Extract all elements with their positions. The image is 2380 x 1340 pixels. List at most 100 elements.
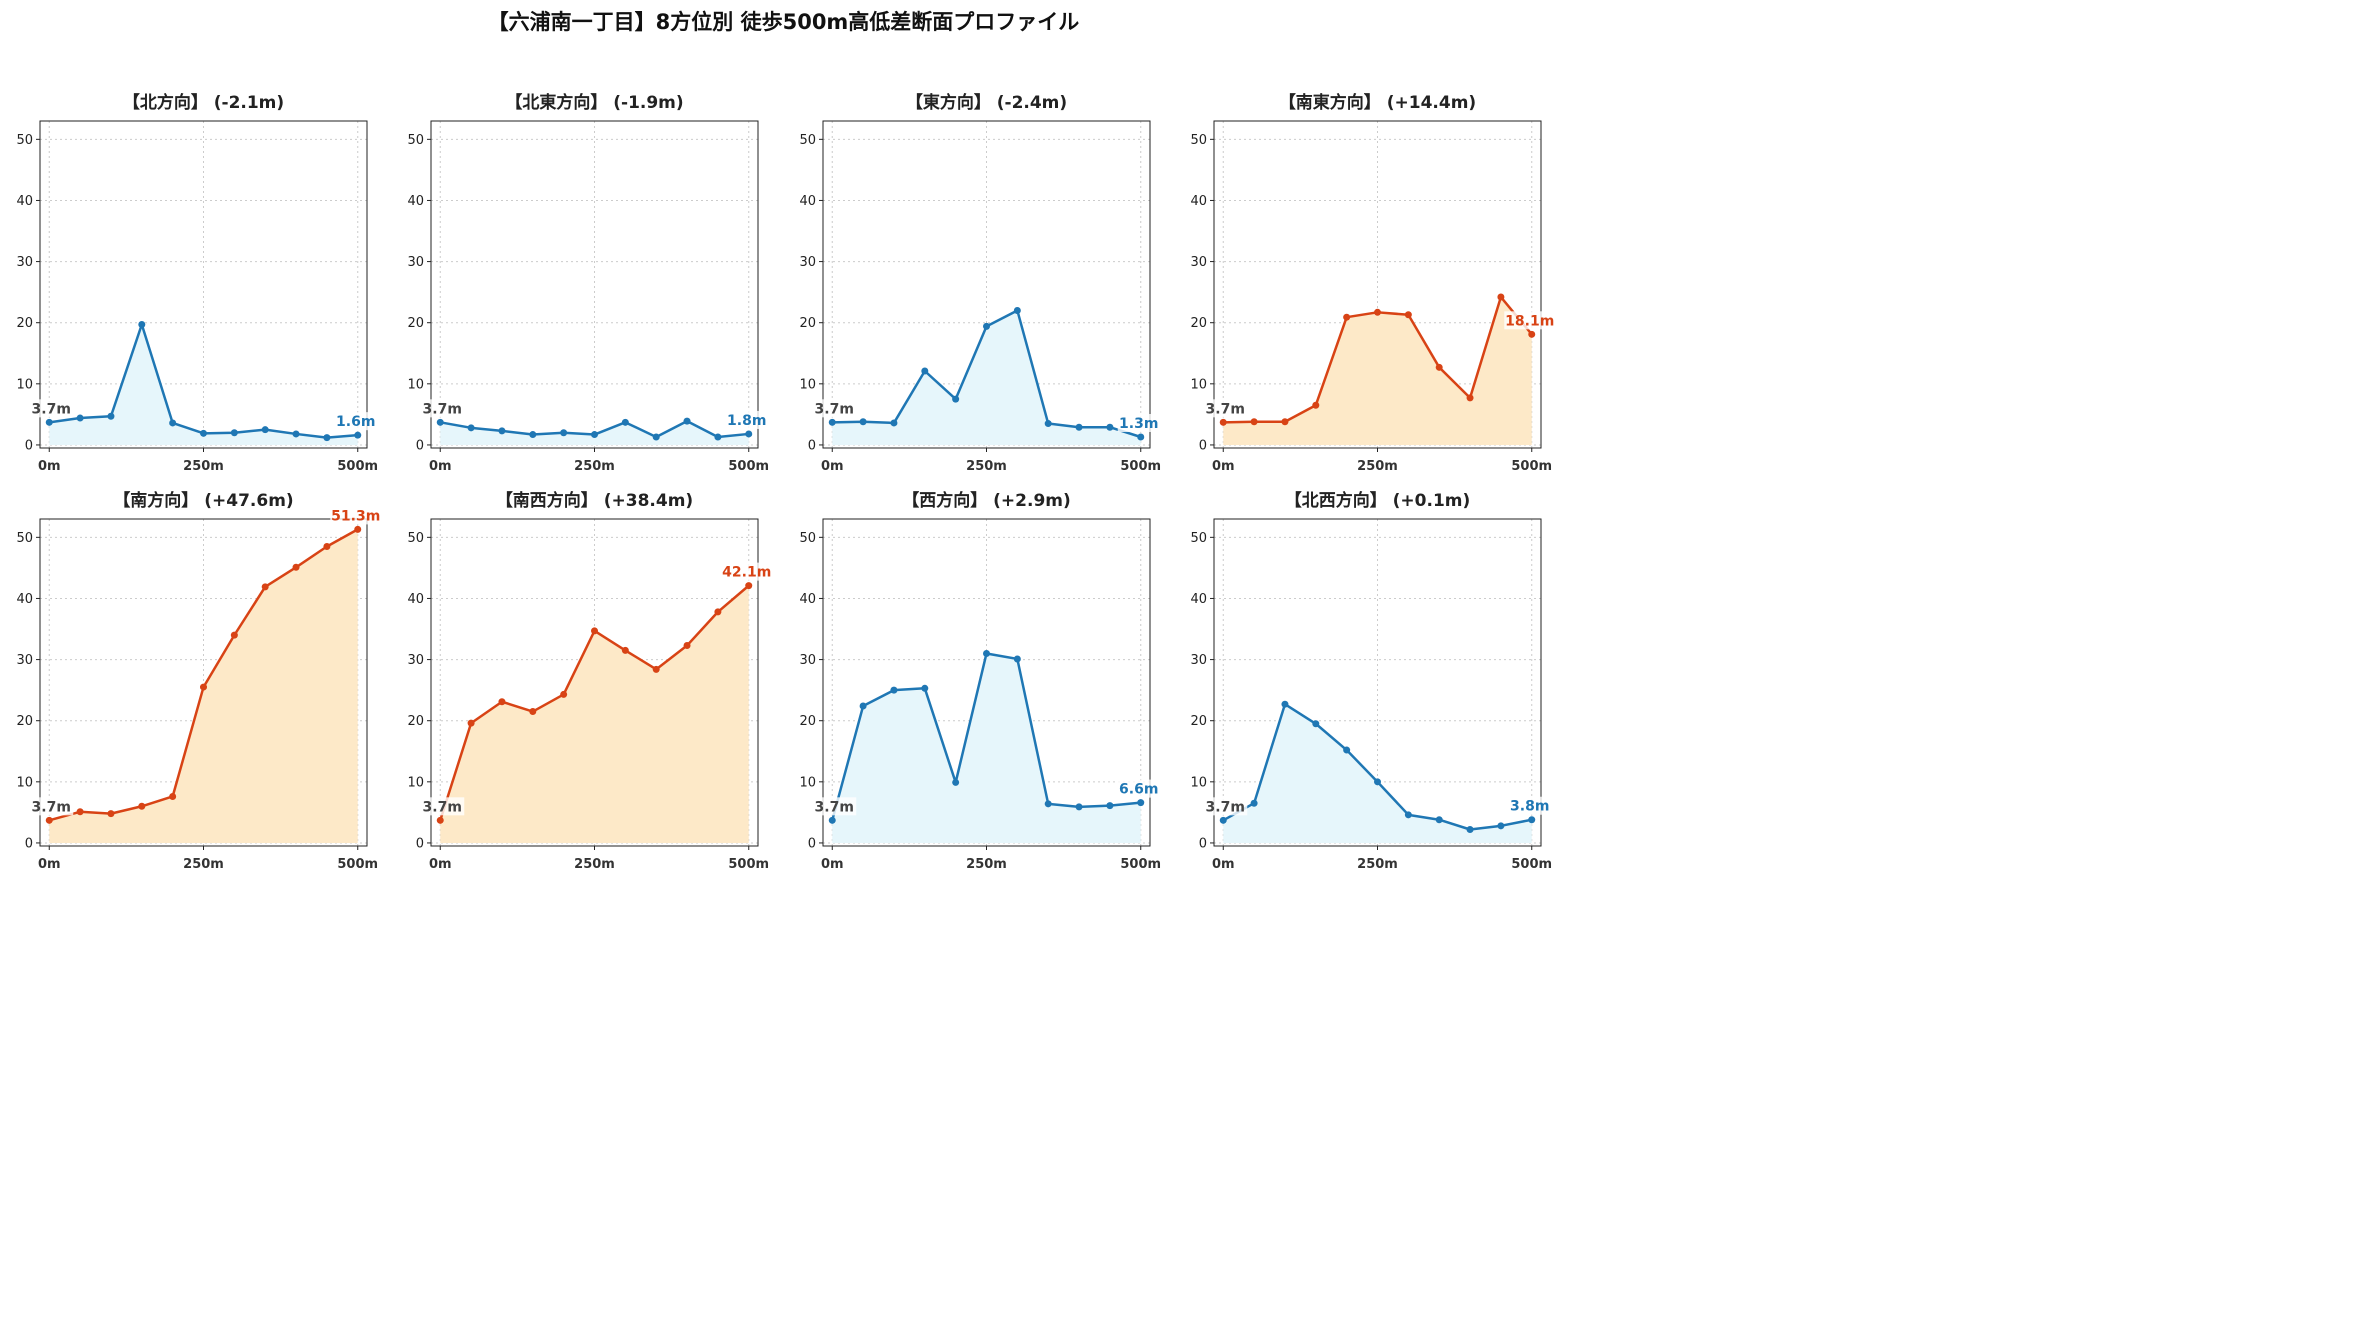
data-point xyxy=(467,719,475,727)
data-point xyxy=(560,690,568,698)
data-point xyxy=(1219,816,1227,824)
x-tick-label: 250m xyxy=(574,459,615,474)
y-tick-label: 0 xyxy=(25,438,33,453)
data-point xyxy=(1435,816,1443,824)
data-point xyxy=(714,433,722,441)
data-point xyxy=(828,418,836,426)
y-tick-label: 50 xyxy=(407,133,424,148)
data-point xyxy=(1435,363,1443,371)
y-tick-label: 50 xyxy=(1190,531,1207,546)
data-point xyxy=(921,684,929,692)
data-point xyxy=(1528,330,1536,338)
data-point xyxy=(261,583,269,591)
data-point xyxy=(1497,293,1505,301)
y-tick-label: 10 xyxy=(799,775,816,790)
data-point xyxy=(354,431,362,439)
plot-frame xyxy=(430,120,759,449)
start-label-bg xyxy=(812,797,857,816)
x-tick-label: 250m xyxy=(183,459,224,474)
data-point xyxy=(292,563,300,571)
data-point xyxy=(1219,418,1227,426)
elevation-area xyxy=(832,653,1141,843)
data-point xyxy=(1404,811,1412,819)
data-point xyxy=(652,665,660,673)
x-tick-label: 0m xyxy=(429,857,452,872)
x-tick-label: 500m xyxy=(728,857,769,872)
start-elevation-label: 3.7m xyxy=(815,799,854,815)
data-point xyxy=(1312,720,1320,728)
x-tick-label: 500m xyxy=(728,459,769,474)
data-point xyxy=(591,431,598,439)
y-tick-label: 0 xyxy=(1199,438,1207,453)
data-point xyxy=(1013,306,1021,314)
y-tick-label: 0 xyxy=(808,438,816,453)
data-point xyxy=(1250,418,1258,426)
subplot-title: 【南西方向】 (+38.4m) xyxy=(496,490,693,511)
y-tick-label: 40 xyxy=(407,592,424,607)
data-point xyxy=(467,424,475,432)
elevation-area xyxy=(832,310,1141,445)
y-tick-label: 20 xyxy=(407,316,424,331)
data-point xyxy=(952,778,960,786)
y-tick-label: 10 xyxy=(407,377,424,392)
end-elevation-label: 3.8m xyxy=(1510,799,1549,815)
y-tick-label: 40 xyxy=(16,194,33,209)
data-point xyxy=(498,427,506,435)
plot-frame xyxy=(39,120,368,449)
y-tick-label: 10 xyxy=(16,775,33,790)
data-point xyxy=(200,683,207,691)
x-tick-label: 0m xyxy=(821,459,844,474)
data-point xyxy=(169,792,177,800)
data-point xyxy=(323,543,331,551)
data-point xyxy=(560,429,568,437)
end-label-bg xyxy=(334,412,377,431)
data-point xyxy=(683,417,691,425)
y-tick-label: 20 xyxy=(1190,714,1207,729)
data-point xyxy=(952,395,960,403)
y-tick-label: 0 xyxy=(416,438,424,453)
x-tick-label: 250m xyxy=(574,857,615,872)
data-point xyxy=(890,686,898,694)
data-point xyxy=(890,419,898,427)
y-tick-label: 30 xyxy=(16,653,33,668)
y-tick-label: 10 xyxy=(1190,377,1207,392)
elevation-area xyxy=(440,585,749,843)
data-point xyxy=(76,414,84,422)
start-label-bg xyxy=(812,399,857,418)
y-tick-label: 10 xyxy=(1190,775,1207,790)
y-tick-label: 50 xyxy=(1190,133,1207,148)
data-point xyxy=(652,433,660,441)
data-point xyxy=(1312,401,1320,409)
elevation-area xyxy=(440,421,749,445)
elevation-area xyxy=(1223,297,1532,445)
y-tick-label: 40 xyxy=(1190,592,1207,607)
data-point xyxy=(714,608,722,616)
y-tick-label: 30 xyxy=(1190,255,1207,270)
end-label-bg xyxy=(330,506,382,525)
data-point xyxy=(1404,311,1412,319)
elevation-area xyxy=(1223,704,1532,843)
end-elevation-label: 6.6m xyxy=(1119,782,1158,798)
start-label-bg xyxy=(420,399,465,418)
y-tick-label: 20 xyxy=(16,316,33,331)
subplot-title: 【北東方向】 (-1.9m) xyxy=(505,92,683,113)
x-tick-label: 250m xyxy=(1357,459,1398,474)
y-tick-label: 20 xyxy=(407,714,424,729)
start-label-bg xyxy=(29,399,74,418)
figure-title: 【六浦南一丁目】8方位別 徒歩500m高低差断面プロファイル xyxy=(487,10,1080,34)
data-point xyxy=(1343,313,1351,321)
x-tick-label: 250m xyxy=(1357,857,1398,872)
x-tick-label: 0m xyxy=(821,857,844,872)
data-point xyxy=(1281,418,1289,426)
y-tick-label: 50 xyxy=(16,133,33,148)
x-tick-label: 500m xyxy=(337,459,378,474)
y-tick-label: 0 xyxy=(25,836,33,851)
end-label-bg xyxy=(1508,796,1551,815)
data-point xyxy=(1106,423,1114,431)
data-point xyxy=(1044,800,1052,808)
data-point xyxy=(107,810,115,818)
data-point xyxy=(1497,822,1505,830)
